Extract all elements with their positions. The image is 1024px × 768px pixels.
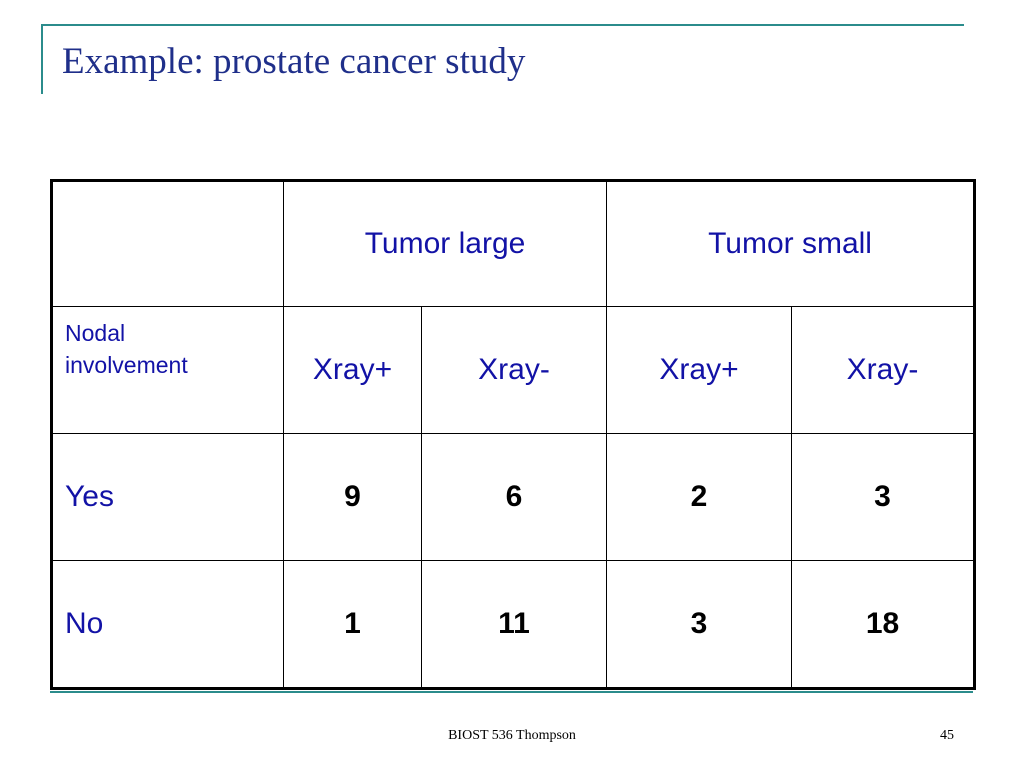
table-subheader-row: Nodal involvement Xray+ Xray- Xray+ Xray… <box>51 306 976 434</box>
table-cell: 18 <box>791 560 976 689</box>
table-cell: 6 <box>420 433 608 561</box>
table-row: Yes 9 6 2 3 <box>51 433 976 561</box>
contingency-table: Tumor large Tumor small Nodal involvemen… <box>50 179 977 690</box>
row-label-yes: Yes <box>51 433 284 561</box>
table-corner-cell <box>51 180 284 307</box>
row-header-label-line-1: Nodal <box>65 320 126 346</box>
bottom-accent-line <box>50 691 973 693</box>
table-cell: 9 <box>283 433 422 561</box>
column-header-xray-neg-large: Xray- <box>420 306 608 434</box>
top-accent-line <box>41 24 964 26</box>
table-row: No 1 11 3 18 <box>51 560 976 689</box>
table-cell: 1 <box>283 560 422 689</box>
footer-text: BIOST 536 Thompson <box>448 728 576 743</box>
page-number: 45 <box>940 728 954 743</box>
row-label-no: No <box>51 560 284 689</box>
slide-title: Example: prostate cancer study <box>62 41 526 82</box>
row-header-label: Nodal involvement <box>51 306 284 434</box>
column-header-xray-neg-small: Xray- <box>791 306 976 434</box>
left-accent-line <box>41 24 43 94</box>
table-cell: 3 <box>791 433 976 561</box>
table-cell: 11 <box>420 560 608 689</box>
group-header-tumor-large: Tumor large <box>282 180 608 307</box>
table-cell: 3 <box>606 560 793 689</box>
row-header-label-line-2: involvement <box>65 352 188 379</box>
table-group-header-row: Tumor large Tumor small <box>51 180 976 307</box>
column-header-xray-pos-small: Xray+ <box>606 306 793 434</box>
group-header-tumor-small: Tumor small <box>606 180 976 307</box>
table-cell: 2 <box>606 433 793 561</box>
column-header-xray-pos-large: Xray+ <box>283 306 422 434</box>
